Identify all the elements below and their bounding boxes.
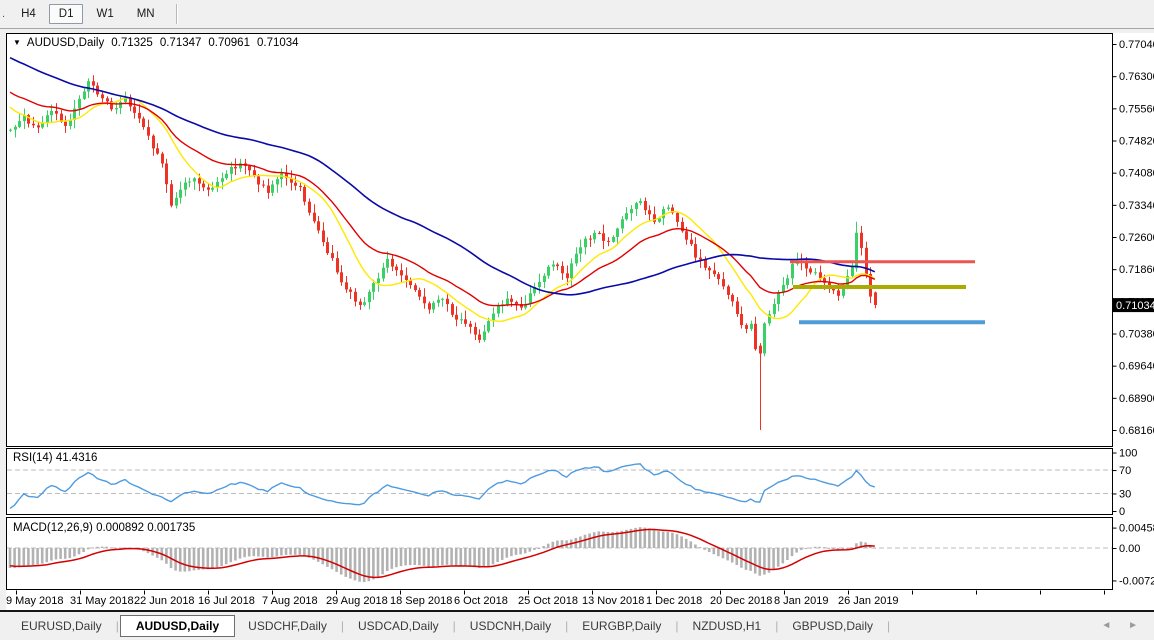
chart-title: ▼ AUDUSD,Daily 0.71325 0.71347 0.70961 0.7103… xyxy=(13,37,299,49)
date-axis-label: 22 Jun 2018 xyxy=(134,595,195,607)
toolbar-clipped-item: . xyxy=(2,8,6,20)
date-axis-label: 29 Aug 2018 xyxy=(326,595,388,607)
tab-eurgbp-daily[interactable]: EURGBP,Daily xyxy=(582,619,662,633)
tab-separator: | xyxy=(565,619,569,633)
date-axis-label: 25 Oct 2018 xyxy=(518,595,578,607)
date-axis-label: 9 May 2018 xyxy=(6,595,63,607)
tab-separator: | xyxy=(675,619,679,633)
date-axis: 9 May 2018 31 May 2018 22 Jun 2018 16 Jul 2… xyxy=(6,590,1105,607)
ohlc-high: 0.71347 xyxy=(159,37,202,49)
symbol-period-label: AUDUSD,Daily xyxy=(26,37,105,49)
rsi-axis-label: 0 xyxy=(1119,506,1125,518)
main-panel-frame xyxy=(6,33,1113,447)
toolbar-separator xyxy=(175,4,178,24)
chart-tabs: EURUSD,Daily | AUDUSD,Daily USDCHF,Daily | US… xyxy=(8,615,891,637)
tab-eurusd-daily[interactable]: EURUSD,Daily xyxy=(21,619,102,633)
macd-signal-line xyxy=(9,528,875,579)
tab-usdcad-daily[interactable]: USDCAD,Daily xyxy=(357,619,439,633)
macd-indicator-label: MACD(12,26,9) 0.000892 0.001735 xyxy=(13,522,196,534)
ohlc-toggle-icon[interactable]: ▼ xyxy=(13,38,21,47)
timeframe-w1[interactable]: W1 xyxy=(96,8,114,20)
ma-fast-line xyxy=(9,97,876,322)
tab-audusd-daily[interactable]: AUDUSD,Daily xyxy=(119,615,236,637)
date-axis-label: 13 Nov 2018 xyxy=(582,595,644,607)
date-axis-label: 1 Dec 2018 xyxy=(646,595,702,607)
price-axis-label: 0.68160 xyxy=(1119,425,1154,437)
date-axis-label: 20 Dec 2018 xyxy=(710,595,772,607)
rsi-panel-frame xyxy=(6,448,1113,515)
rsi-axis-label: 30 xyxy=(1119,488,1131,500)
rsi-axis-label: 100 xyxy=(1119,448,1137,460)
rsi-axis-label: 70 xyxy=(1119,465,1131,477)
current-price-label: 0.71034 xyxy=(1116,300,1154,312)
macd-axis-label: 0.00 xyxy=(1119,543,1140,555)
date-axis-label: 16 Jul 2018 xyxy=(198,595,255,607)
tab-usdchf-daily[interactable]: USDCHF,Daily xyxy=(248,619,327,633)
tab-separator: | xyxy=(887,619,891,633)
date-axis-label: 6 Oct 2018 xyxy=(454,595,508,607)
ma-slow-line xyxy=(9,56,876,296)
macd-axis-label: 0.004583 xyxy=(1119,523,1154,535)
date-axis-label: 18 Sep 2018 xyxy=(390,595,452,607)
tab-separator: | xyxy=(115,619,119,633)
tab-scroll-left-icon[interactable]: ◄ xyxy=(1101,620,1112,631)
ohlc-open: 0.71325 xyxy=(111,37,153,49)
ohlc-low: 0.70961 xyxy=(208,37,250,49)
tab-gbpusd-daily[interactable]: GBPUSD,Daily xyxy=(792,619,874,633)
timeframe-buttons: H4 D1 W1 MN xyxy=(11,4,168,24)
macd-panel-frame xyxy=(6,517,1113,590)
current-price-box: 0.71034 xyxy=(1113,298,1154,313)
timeframe-mn[interactable]: MN xyxy=(136,8,155,20)
tab-scroll-arrows: ◄ ► xyxy=(1087,620,1138,631)
chart-tab-bar: EURUSD,Daily | AUDUSD,Daily USDCHF,Daily | US… xyxy=(0,610,1154,640)
date-axis-label: 26 Jan 2019 xyxy=(838,595,899,607)
tab-separator: | xyxy=(340,619,344,633)
ohlc-close: 0.71034 xyxy=(256,37,299,49)
date-axis-label: 8 Jan 2019 xyxy=(774,595,828,607)
tab-separator: | xyxy=(452,619,456,633)
tab-nzdusd-h1[interactable]: NZDUSD,H1 xyxy=(692,619,762,633)
timeframe-d1[interactable]: D1 xyxy=(48,4,84,24)
date-axis-label: 7 Aug 2018 xyxy=(262,595,318,607)
tab-separator: | xyxy=(775,619,779,633)
timeframe-h4[interactable]: H4 xyxy=(21,8,36,20)
timeframe-toolbar: . H4 D1 W1 MN xyxy=(0,0,1154,29)
tab-usdcnh-daily[interactable]: USDCNH,Daily xyxy=(469,619,552,633)
candles-layer xyxy=(9,75,877,430)
rsi-axis: 100 70 30 0 xyxy=(1112,448,1137,518)
macd-histogram xyxy=(8,527,877,583)
rsi-line xyxy=(9,463,876,509)
tab-scroll-right-icon[interactable]: ► xyxy=(1128,620,1138,631)
date-axis-label: 31 May 2018 xyxy=(70,595,134,607)
rsi-indicator-label: RSI(14) 41.4316 xyxy=(13,452,98,464)
